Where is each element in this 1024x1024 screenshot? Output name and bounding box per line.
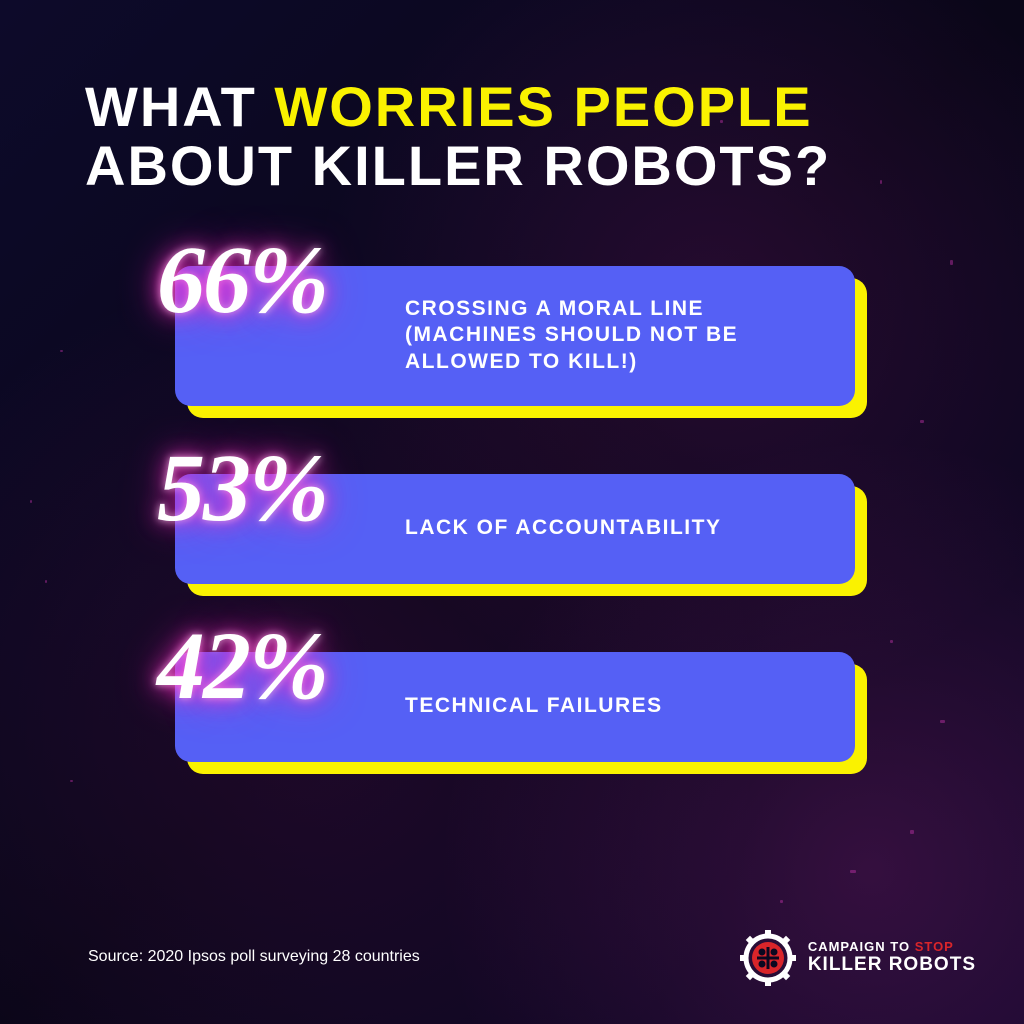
stat-description: LACK OF ACCOUNTABILITY: [405, 515, 721, 541]
card-body: 42% TECHNICAL FAILURES: [175, 652, 855, 762]
stat-percentage: 53%: [157, 432, 327, 543]
stat-row: 42% TECHNICAL FAILURES: [175, 652, 939, 762]
stat-card: 42% TECHNICAL FAILURES: [175, 652, 855, 762]
gear-icon: [740, 930, 796, 986]
headline-part3: ABOUT KILLER ROBOTS?: [85, 134, 831, 197]
logo-line1b: STOP: [915, 939, 954, 954]
logo-text: CAMPAIGN TO STOP KILLER ROBOTS: [808, 940, 976, 975]
stat-row: 53% LACK OF ACCOUNTABILITY: [175, 474, 939, 584]
card-body: 53% LACK OF ACCOUNTABILITY: [175, 474, 855, 584]
content-wrapper: WHAT WORRIES PEOPLE ABOUT KILLER ROBOTS?…: [0, 0, 1024, 1024]
logo-line1a: CAMPAIGN TO: [808, 939, 915, 954]
stat-description: TECHNICAL FAILURES: [405, 693, 663, 719]
stat-percentage: 42%: [157, 610, 327, 721]
source-citation: Source: 2020 Ipsos poll surveying 28 cou…: [88, 948, 420, 966]
stat-card: 53% LACK OF ACCOUNTABILITY: [175, 474, 855, 584]
stat-card: 66% CROSSING A MORAL LINE (MACHINES SHOU…: [175, 266, 855, 406]
card-body: 66% CROSSING A MORAL LINE (MACHINES SHOU…: [175, 266, 855, 406]
headline-part1: WHAT: [85, 75, 274, 138]
logo-line2: KILLER ROBOTS: [808, 955, 976, 976]
campaign-logo: CAMPAIGN TO STOP KILLER ROBOTS: [740, 930, 976, 986]
stat-description: CROSSING A MORAL LINE (MACHINES SHOULD N…: [405, 296, 825, 375]
stat-percentage: 66%: [157, 224, 327, 335]
page-title: WHAT WORRIES PEOPLE ABOUT KILLER ROBOTS?: [85, 78, 939, 196]
headline-part2: WORRIES PEOPLE: [274, 75, 812, 138]
logo-line1: CAMPAIGN TO STOP: [808, 940, 976, 954]
stat-row: 66% CROSSING A MORAL LINE (MACHINES SHOU…: [175, 266, 939, 406]
